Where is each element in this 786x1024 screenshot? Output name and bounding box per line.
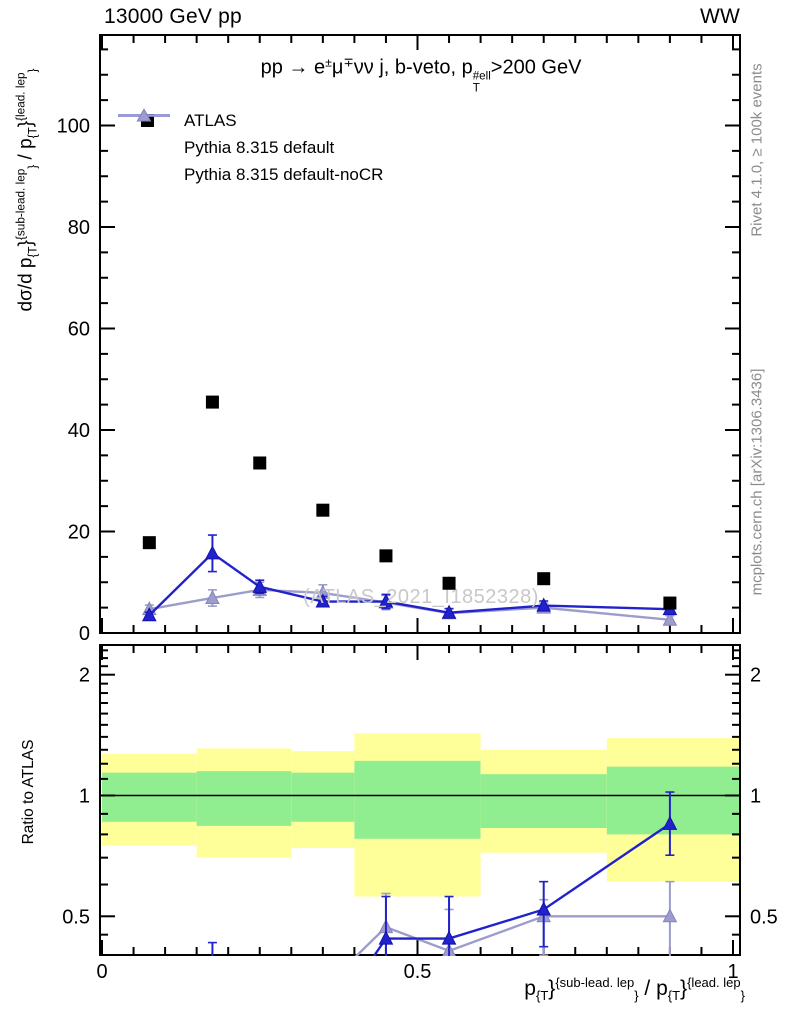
tick-label: 20 (68, 522, 90, 544)
plot-title: pp → e±μ∓νν j, b-veto, p #ell T >200 GeV (260, 55, 582, 95)
tick-label: 1 (727, 961, 738, 983)
tick-label: 60 (68, 319, 90, 341)
tick-label: 0.5 (750, 906, 778, 928)
atlas-data-points (142, 395, 677, 610)
tick-label: 0.5 (404, 961, 432, 983)
tick-label: 80 (68, 217, 90, 239)
tick-label: 2 (79, 665, 90, 687)
tick-label: 1 (750, 786, 761, 808)
tick-label: 0.5 (62, 906, 90, 928)
tick-label: 0 (79, 623, 90, 645)
legend-item-label: ATLAS (184, 110, 237, 130)
x-axis-title: p{T}{sub-lead. lep} / p{T}{lead. lep} (524, 975, 745, 1003)
panel-frames (99, 34, 741, 956)
legend-item-label: Pythia 8.315 default-noCR (184, 164, 384, 184)
tick-label: 0 (96, 961, 107, 983)
tick-label: 1 (79, 786, 90, 808)
legend-item: Pythia 8.315 default (116, 108, 383, 161)
header-process: WW (699, 5, 740, 28)
ratio-series (207, 791, 678, 956)
tick-label: 100 (57, 116, 90, 138)
axis-ticks (100, 35, 740, 955)
legend-item-label: Pythia 8.315 default (184, 137, 335, 157)
tick-label: 2 (750, 665, 761, 687)
line-triangle-marker-icon (118, 108, 170, 122)
legend: ATLAS Pythia 8.315 default Pythia 8.315 de… (116, 107, 383, 188)
legend-item: Pythia 8.315 default-noCR (116, 108, 384, 188)
tick-label: 40 (68, 420, 90, 442)
watermark: (ATLAS_2021_I1852328) (303, 586, 539, 608)
header-beam-energy: 13000 GeV pp (104, 5, 242, 28)
mc-series (142, 534, 678, 626)
ratio-uncertainty-bands (102, 733, 740, 897)
